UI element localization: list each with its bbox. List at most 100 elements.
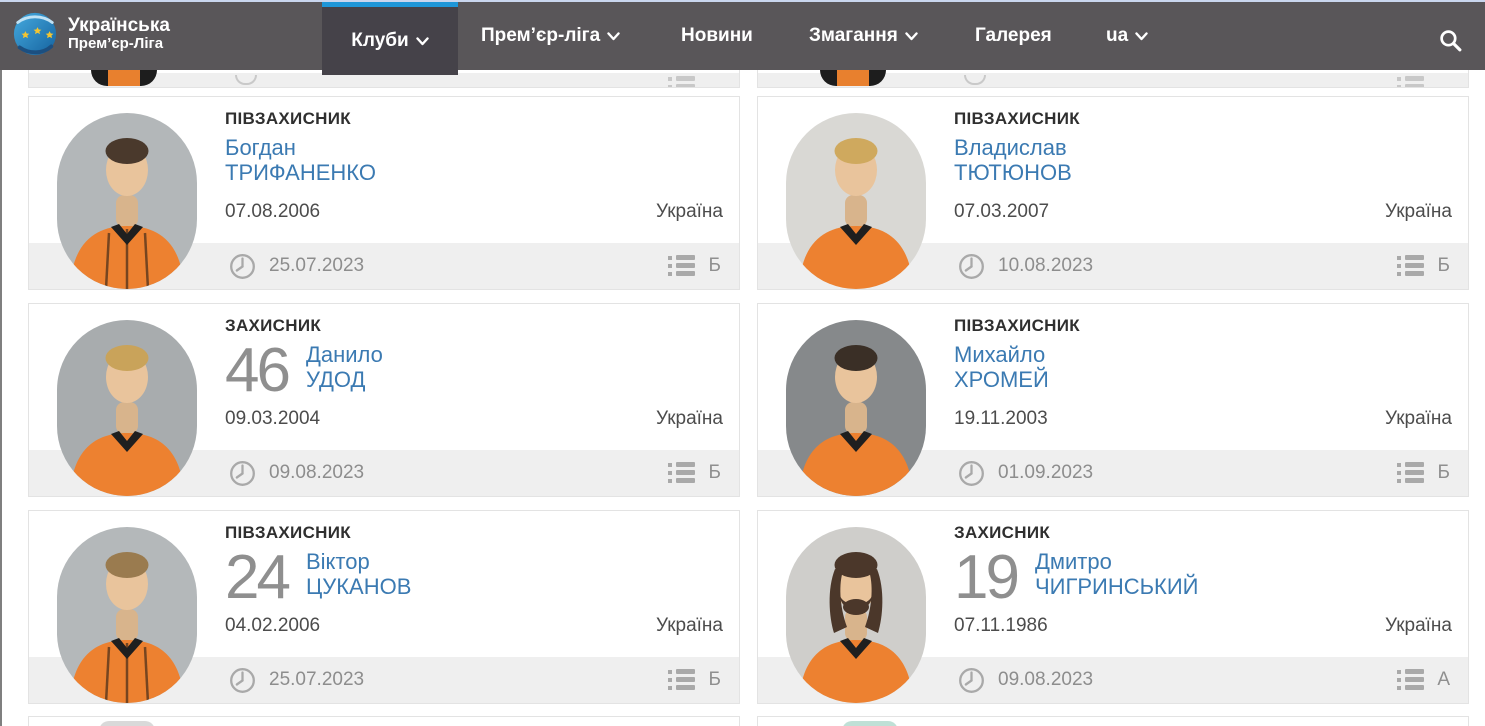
clock-icon xyxy=(230,461,255,486)
player-card: ПІВЗАХИСНИК 24 Віктор ЦУКАНОВ 04.02.2006 Укра… xyxy=(28,510,740,704)
list-letter: А xyxy=(1437,669,1450,690)
registration-date: 09.08.2023 xyxy=(998,669,1094,690)
nav-item-0[interactable]: Клуби xyxy=(322,2,458,75)
top-navbar: Українська Прем’єр-Ліга Клуби Прем’єр-ліг… xyxy=(0,2,1485,75)
birth-date: 07.03.2007 xyxy=(954,201,1050,222)
list-icon xyxy=(1397,255,1424,276)
list-icon xyxy=(1397,462,1424,483)
list-icon xyxy=(1397,669,1424,690)
player-name-row: 19 Дмитро ЧИГРИНСЬКИЙ xyxy=(954,543,1199,612)
previous-cards-partial-row xyxy=(28,70,1469,88)
player-name-link[interactable]: Дмитро ЧИГРИНСЬКИЙ xyxy=(1035,549,1199,599)
player-last-name: ЧИГРИНСЬКИЙ xyxy=(1034,574,1199,599)
next-player-photo-top xyxy=(842,721,898,726)
registration-date: 10.08.2023 xyxy=(998,255,1094,276)
clock-icon xyxy=(230,668,255,693)
player-name-link[interactable]: Данило УДОД xyxy=(306,342,383,392)
browser-top-strip xyxy=(0,0,1485,2)
player-photo[interactable] xyxy=(57,113,197,289)
player-first-name: Михайло xyxy=(954,342,1046,367)
next-player-photo-top xyxy=(99,721,155,726)
search-icon xyxy=(1440,30,1462,52)
birth-date: 07.11.1986 xyxy=(954,615,1048,636)
registration-date: 09.08.2023 xyxy=(269,462,365,483)
nav-item-label: Змагання xyxy=(809,25,898,46)
registration-date: 25.07.2023 xyxy=(269,255,365,276)
player-name-link[interactable]: Віктор ЦУКАНОВ xyxy=(306,549,411,599)
league-logo-text: Українська Прем’єр-Ліга xyxy=(68,16,170,52)
nav-item-1[interactable]: Прем’єр-ліга xyxy=(481,2,620,70)
list-letter: Б xyxy=(708,255,721,276)
player-cards-grid: ПІВЗАХИСНИК Богдан ТРИФАНЕНКО 07.08.2006 Укр… xyxy=(28,96,1469,704)
nav-item-3[interactable]: Змагання xyxy=(809,2,918,70)
nav-item-4[interactable]: Галерея xyxy=(975,2,1052,70)
player-card: ПІВЗАХИСНИК Михайло ХРОМЕЙ 19.11.2003 Україн… xyxy=(757,303,1469,497)
clock-icon xyxy=(959,254,984,279)
player-photo[interactable] xyxy=(57,527,197,703)
birth-date: 04.02.2006 xyxy=(225,615,321,636)
country: Україна xyxy=(1384,615,1452,636)
player-position: ПІВЗАХИСНИК xyxy=(954,109,1080,128)
player-first-name: Данило xyxy=(305,342,383,367)
player-name-link[interactable]: Михайло ХРОМЕЙ xyxy=(954,342,1049,392)
nav-item-2[interactable]: Новини xyxy=(681,2,753,70)
player-position: ПІВЗАХИСНИК xyxy=(225,523,351,542)
birth-date: 09.03.2004 xyxy=(225,408,321,429)
player-card: ЗАХИСНИК 19 Дмитро ЧИГРИНСЬКИЙ 07.11.1986 Укр… xyxy=(757,510,1469,704)
nav-item-label: Галерея xyxy=(975,25,1052,46)
player-name-row: 24 Віктор ЦУКАНОВ xyxy=(225,547,411,609)
chevron-down-icon xyxy=(905,32,918,41)
country: Україна xyxy=(1384,408,1452,429)
player-name-link[interactable]: Владислав ТЮТЮНОВ xyxy=(954,135,1072,185)
list-letter: Б xyxy=(1437,255,1450,276)
player-photo[interactable] xyxy=(786,113,926,289)
upl-ball-logo-icon xyxy=(13,12,57,56)
previous-card-bottom xyxy=(757,70,1469,88)
player-last-name: ХРОМЕЙ xyxy=(954,367,1049,392)
player-position: ПІВЗАХИСНИК xyxy=(225,109,351,128)
birth-date: 19.11.2003 xyxy=(954,408,1048,429)
nav-item-label: Новини xyxy=(681,25,753,46)
league-logo[interactable]: Українська Прем’єр-Ліга xyxy=(12,11,170,57)
shirt-number: 19 xyxy=(954,543,1020,612)
clock-icon xyxy=(230,254,255,279)
player-photo[interactable] xyxy=(57,320,197,496)
player-name-row: 46 Данило УДОД xyxy=(225,336,383,405)
clock-icon xyxy=(959,668,984,693)
player-last-name: ЦУКАНОВ xyxy=(305,574,412,599)
list-letter: Б xyxy=(708,462,721,483)
country: Україна xyxy=(655,615,723,636)
nav-item-5[interactable]: ua xyxy=(1106,2,1148,70)
shirt-number: 46 xyxy=(225,336,291,405)
player-photo[interactable] xyxy=(786,320,926,496)
player-name-row: Богдан ТРИФАНЕНКО xyxy=(225,135,376,185)
list-letter: Б xyxy=(1437,462,1450,483)
player-position: ЗАХИСНИК xyxy=(225,316,322,335)
player-photo[interactable] xyxy=(786,527,926,703)
nav-item-label: Прем’єр-ліга xyxy=(481,25,601,46)
players-list: ПІВЗАХИСНИК Богдан ТРИФАНЕНКО 07.08.2006 Укр… xyxy=(0,70,1485,726)
player-first-name: Богдан xyxy=(225,135,296,160)
player-last-name: ТЮТЮНОВ xyxy=(954,160,1072,185)
player-name-link[interactable]: Богдан ТРИФАНЕНКО xyxy=(225,135,376,185)
next-card-top xyxy=(757,716,1469,726)
list-icon xyxy=(1397,76,1424,87)
previous-player-photo-bottom xyxy=(91,70,157,86)
player-first-name: Дмитро xyxy=(1034,549,1112,574)
player-position: ПІВЗАХИСНИК xyxy=(954,316,1080,335)
birth-date: 07.08.2006 xyxy=(225,201,321,222)
list-icon xyxy=(668,76,695,87)
search-button[interactable] xyxy=(1438,28,1463,58)
country: Україна xyxy=(655,408,723,429)
logo-line1: Українська xyxy=(68,15,170,37)
player-first-name: Владислав xyxy=(954,135,1067,160)
chevron-down-icon xyxy=(607,32,620,41)
list-letter: Б xyxy=(708,669,721,690)
logo-line2: Прем’єр-Ліга xyxy=(68,35,164,53)
player-last-name: УДОД xyxy=(305,367,366,392)
player-name-row: Владислав ТЮТЮНОВ xyxy=(954,135,1072,185)
clock-icon xyxy=(959,461,984,486)
previous-player-photo-bottom xyxy=(820,70,886,86)
player-position: ЗАХИСНИК xyxy=(954,523,1051,542)
list-icon xyxy=(668,255,695,276)
